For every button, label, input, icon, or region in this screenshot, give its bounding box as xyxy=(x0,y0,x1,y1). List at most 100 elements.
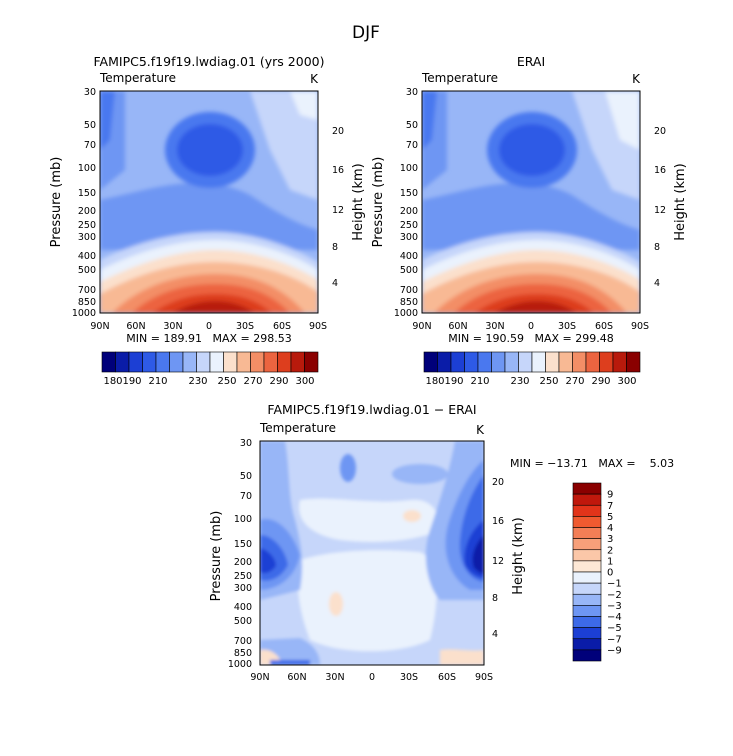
y-tick-label: 850 xyxy=(400,297,418,308)
height-tick-label: 12 xyxy=(492,556,504,567)
panel-diff-frame xyxy=(259,440,485,666)
y-tick-label: 250 xyxy=(78,220,96,231)
x-tick-label: 60N xyxy=(448,321,467,332)
x-tick-label: 30S xyxy=(400,672,418,683)
colorbar-tick-label: 290 xyxy=(591,376,610,387)
y-tick-label: 400 xyxy=(234,602,252,613)
y-tick-label: 30 xyxy=(406,87,418,98)
x-tick-label: 60N xyxy=(126,321,145,332)
colorbar-tick-label: 250 xyxy=(217,376,236,387)
y-tick-label: 1000 xyxy=(394,308,418,319)
x-tick-label: 30N xyxy=(325,672,344,683)
y-tick-label: 700 xyxy=(400,285,418,296)
colorbar-swatch xyxy=(572,493,602,506)
figure-title: DJF xyxy=(352,23,380,43)
height-tick-label: 12 xyxy=(654,205,666,216)
colorbar-obs-labels: 180 190 210 230 250 270 290 300 xyxy=(425,376,636,387)
colorbar-model xyxy=(101,351,319,373)
x-tick-label: 90N xyxy=(412,321,431,332)
y-tick-label: 200 xyxy=(400,206,418,217)
height-tick-label: 8 xyxy=(654,242,660,253)
panel-model-x-axis: 90N 60N 30N 0 30S 60S 90S xyxy=(90,321,327,332)
colorbar-obs xyxy=(423,351,641,373)
colorbar-swatch xyxy=(572,482,602,495)
colorbar-tick-label: −1 xyxy=(607,579,622,590)
y-tick-label: 50 xyxy=(84,120,96,131)
colorbar-swatch xyxy=(572,504,602,517)
panel-obs: ERAI Temperature K xyxy=(371,54,688,345)
colorbar-swatch xyxy=(437,351,452,373)
y-tick-label: 100 xyxy=(78,163,96,174)
colorbar-swatch xyxy=(290,351,305,373)
panel-diff-variable-label: Temperature xyxy=(259,421,336,435)
y-tick-label: 300 xyxy=(78,232,96,243)
y-tick-label: 400 xyxy=(78,251,96,262)
colorbar-tick-label: 210 xyxy=(148,376,167,387)
colorbar-tick-label: 4 xyxy=(607,523,613,534)
colorbar-swatch xyxy=(236,351,251,373)
colorbar-tick-label: 230 xyxy=(510,376,529,387)
panel-obs-title: ERAI xyxy=(517,54,545,69)
x-tick-label: 60S xyxy=(438,672,456,683)
y-tick-label: 200 xyxy=(78,206,96,217)
colorbar-tick-label: −2 xyxy=(607,590,622,601)
panel-diff-ylabel: Pressure (mb) xyxy=(209,511,224,602)
colorbar-tick-label: 290 xyxy=(269,376,288,387)
colorbar-swatch xyxy=(263,351,278,373)
height-tick-label: 16 xyxy=(654,165,666,176)
x-tick-label: 90N xyxy=(90,321,109,332)
y-tick-label: 200 xyxy=(234,557,252,568)
panel-diff-plot-area xyxy=(260,441,484,665)
x-tick-label: 90N xyxy=(250,672,269,683)
x-tick-label: 60S xyxy=(595,321,613,332)
height-tick-label: 20 xyxy=(492,477,504,488)
colorbar-tick-label: −5 xyxy=(607,623,622,634)
y-tick-label: 30 xyxy=(84,87,96,98)
colorbar-tick-label: 5 xyxy=(607,512,613,523)
colorbar-tick-label: 180 xyxy=(425,376,444,387)
colorbar-tick-label: 190 xyxy=(122,376,141,387)
colorbar-swatch xyxy=(545,351,560,373)
x-tick-label: 30S xyxy=(236,321,254,332)
colorbar-swatch xyxy=(585,351,600,373)
colorbar-swatch xyxy=(531,351,546,373)
colorbar-swatch xyxy=(250,351,265,373)
y-tick-label: 50 xyxy=(406,120,418,131)
colorbar-tick-label: 1 xyxy=(607,556,613,567)
y-tick-label: 500 xyxy=(234,616,252,627)
height-tick-label: 12 xyxy=(332,205,344,216)
colorbar-swatch xyxy=(209,351,224,373)
colorbar-swatch xyxy=(518,351,533,373)
panel-obs-units-label: K xyxy=(632,72,641,86)
colorbar-swatch xyxy=(572,549,602,562)
colorbar-swatch xyxy=(101,351,116,373)
y-tick-label: 700 xyxy=(78,285,96,296)
colorbar-tick-label: 2 xyxy=(607,545,613,556)
colorbar-swatch xyxy=(182,351,197,373)
y-tick-label: 70 xyxy=(84,140,96,151)
colorbar-swatch xyxy=(572,605,602,617)
colorbar-swatch xyxy=(612,351,627,373)
panel-obs-y-axis: 30 50 70 100 150 200 250 300 400 500 700… xyxy=(394,87,418,319)
y-tick-label: 850 xyxy=(234,648,252,659)
height-tick-label: 4 xyxy=(492,629,498,640)
y-tick-label: 700 xyxy=(234,636,252,647)
y-tick-label: 1000 xyxy=(72,308,96,319)
x-tick-label: 30N xyxy=(485,321,504,332)
panel-diff-y-axis: 30 50 70 100 150 200 250 300 400 500 700… xyxy=(228,438,252,670)
colorbar-swatch xyxy=(277,351,292,373)
panel-obs-ylabel: Pressure (mb) xyxy=(371,157,386,248)
colorbar-tick-label: 3 xyxy=(607,534,613,545)
x-tick-label: 60N xyxy=(287,672,306,683)
colorbar-swatch xyxy=(423,351,438,373)
x-tick-label: 90S xyxy=(475,672,493,683)
panel-diff: FAMIPC5.f19f19.lwdiag.01 − ERAI Temperat… xyxy=(209,402,674,683)
height-tick-label: 16 xyxy=(332,165,344,176)
colorbar-swatch xyxy=(626,351,641,373)
y-tick-label: 150 xyxy=(400,188,418,199)
colorbar-tick-label: 270 xyxy=(243,376,262,387)
panel-diff-units-label: K xyxy=(476,423,485,437)
colorbar-swatch xyxy=(504,351,519,373)
